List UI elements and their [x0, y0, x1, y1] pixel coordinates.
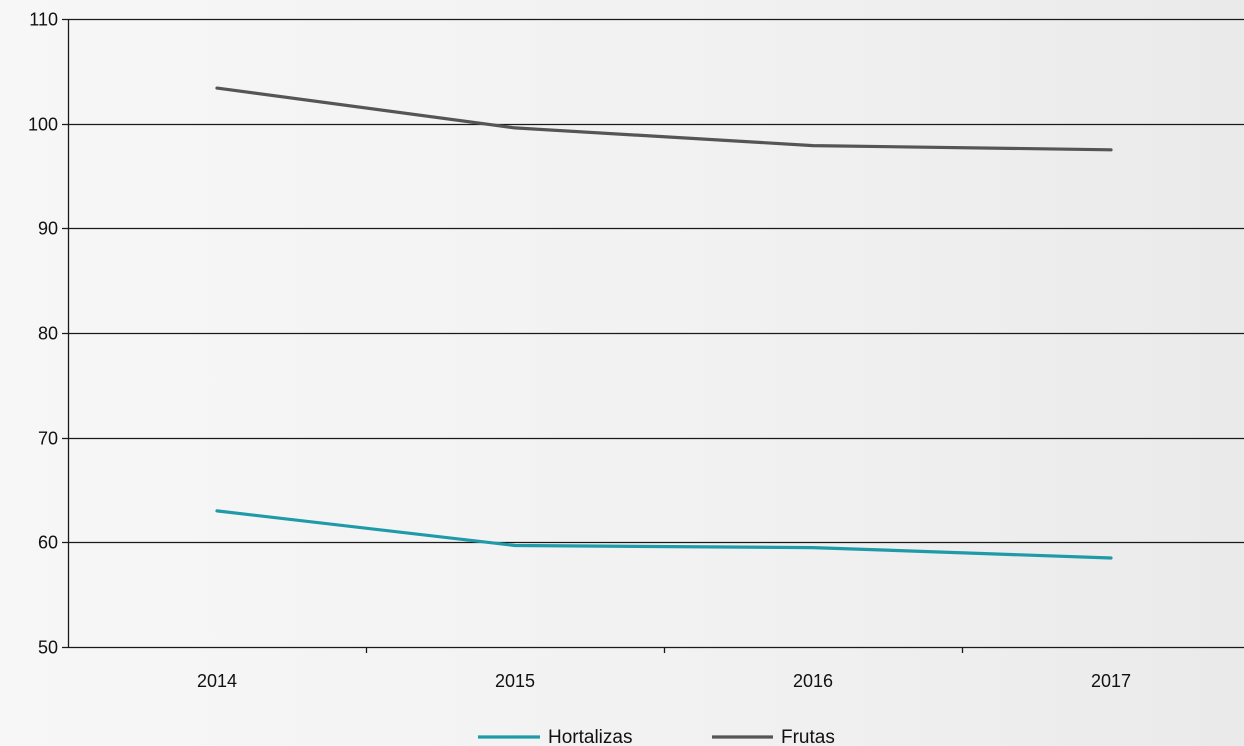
y-tick-label: 80	[38, 324, 58, 344]
y-tick-label: 60	[38, 533, 58, 553]
series-lines	[215, 86, 1113, 560]
x-tick-label: 2014	[197, 671, 237, 691]
legend: Hortalizas Frutas	[478, 727, 835, 746]
y-tick-label: 100	[28, 115, 58, 135]
x-tick-label: 2015	[495, 671, 535, 691]
gridlines	[62, 18, 1244, 649]
x-tick-label: 2016	[793, 671, 833, 691]
series-line-hortalizas	[215, 509, 1113, 560]
y-tick-label: 110	[29, 10, 58, 30]
y-axis-ticks: 50 60 70 80 90 100 110	[28, 10, 58, 658]
x-axis-ticks: 2014 2015 2016 2017	[197, 647, 1131, 691]
series-line-frutas	[215, 86, 1113, 152]
y-tick-label: 70	[38, 429, 58, 449]
legend-label-hortalizas: Hortalizas	[548, 727, 632, 746]
y-tick-label: 90	[38, 219, 58, 239]
y-tick-label: 50	[38, 638, 58, 658]
x-tick-label: 2017	[1091, 671, 1131, 691]
legend-label-frutas: Frutas	[781, 727, 835, 746]
